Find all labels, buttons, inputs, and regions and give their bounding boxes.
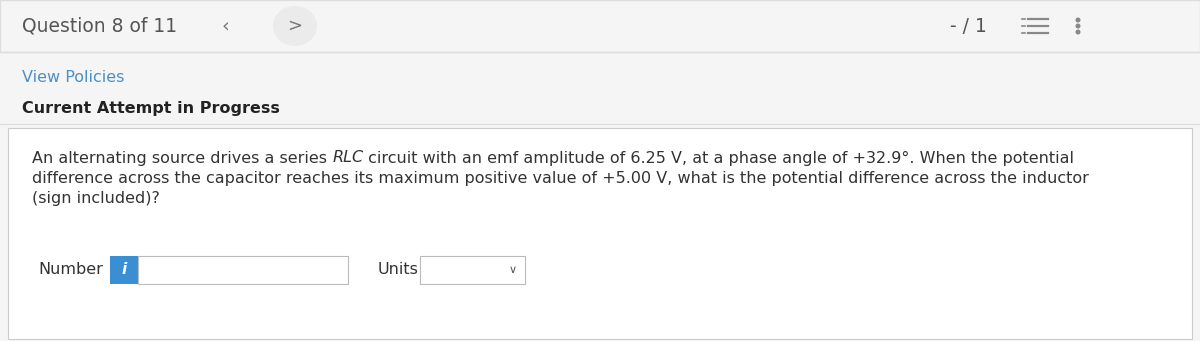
- Text: RLC: RLC: [332, 150, 364, 165]
- Text: (sign included)?: (sign included)?: [32, 191, 160, 206]
- Text: difference across the capacitor reaches its maximum positive value of +5.00 V, w: difference across the capacitor reaches …: [32, 170, 1088, 186]
- FancyBboxPatch shape: [0, 0, 1200, 52]
- Text: - / 1: - / 1: [950, 16, 986, 35]
- Circle shape: [1075, 17, 1080, 23]
- FancyBboxPatch shape: [110, 256, 138, 284]
- Text: i: i: [121, 263, 127, 278]
- Text: Question 8 of 11: Question 8 of 11: [22, 16, 178, 35]
- Ellipse shape: [274, 6, 317, 46]
- Text: ∨: ∨: [509, 265, 517, 275]
- Circle shape: [1075, 30, 1080, 34]
- FancyBboxPatch shape: [138, 256, 348, 284]
- FancyBboxPatch shape: [420, 256, 526, 284]
- Text: View Policies: View Policies: [22, 71, 125, 86]
- FancyBboxPatch shape: [8, 128, 1192, 339]
- Text: Current Attempt in Progress: Current Attempt in Progress: [22, 101, 280, 116]
- Text: circuit with an emf amplitude of 6.25 V, at a phase angle of +32.9°. When the po: circuit with an emf amplitude of 6.25 V,…: [364, 150, 1074, 165]
- Circle shape: [1075, 24, 1080, 29]
- Text: Number: Number: [38, 263, 103, 278]
- Text: Units: Units: [378, 263, 419, 278]
- Text: ‹: ‹: [221, 16, 229, 35]
- Text: An alternating source drives a series: An alternating source drives a series: [32, 150, 332, 165]
- Text: >: >: [288, 17, 302, 35]
